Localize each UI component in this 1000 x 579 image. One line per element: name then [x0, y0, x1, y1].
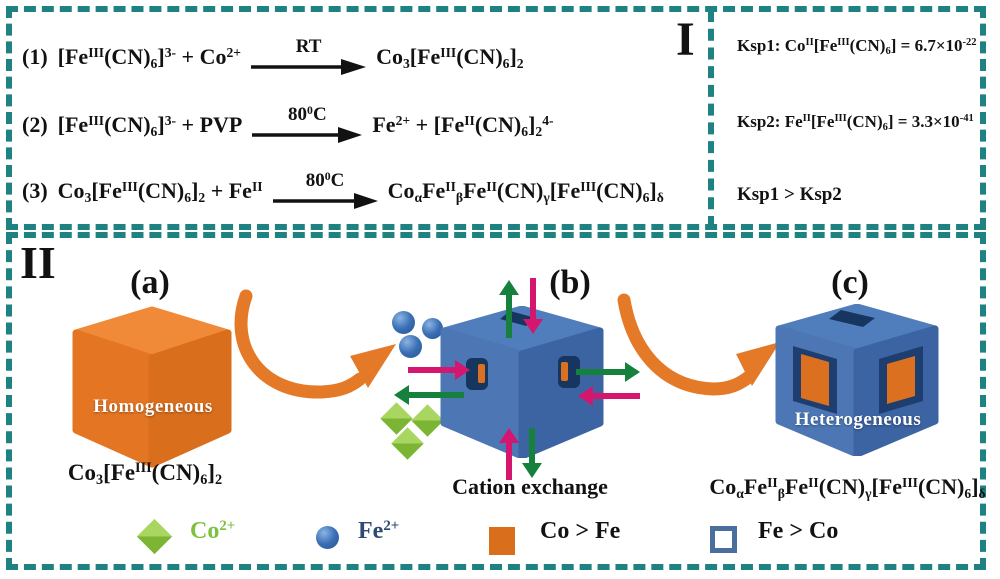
- cation-in-arrow-right: [578, 386, 640, 406]
- blue-sphere-icon: [422, 318, 443, 339]
- legend-fe-gt-co-label: Fe > Co: [758, 518, 839, 544]
- homogeneous-label: Homogeneous: [93, 396, 213, 417]
- equation-row-2: (2) [FeIII(CN)6]3- + PVP 800C Fe2+ + [Fe…: [22, 96, 554, 154]
- equation-number: (2): [22, 112, 48, 137]
- heterogeneous-cube: [775, 304, 939, 456]
- right-arrow-icon: [252, 126, 363, 143]
- reaction-condition: 800C: [305, 169, 345, 192]
- equation-row-1: (1) [FeIII(CN)6]3- + Co2+ RT Co3[FeIII(C…: [22, 28, 524, 86]
- left-window-core: [801, 354, 829, 406]
- hollow-square-icon: [710, 526, 737, 553]
- panel-c-tag: (c): [831, 264, 869, 301]
- blue-sphere-icon: [399, 335, 422, 358]
- equation-rhs: Co3[FeIII(CN)6]2: [376, 44, 524, 71]
- homogeneous-cube: [72, 306, 232, 468]
- equation-lhs: [FeIII(CN)6]3- + PVP: [57, 112, 243, 139]
- blue-sphere-icon: [316, 526, 339, 549]
- legend-co-label: Co2+: [190, 517, 236, 544]
- heterogeneous-label: Heterogeneous: [794, 409, 922, 430]
- equation-row-3: (3) Co3[FeIII(CN)6]2 + FeII 800C CoαFeII…: [22, 162, 664, 220]
- reaction-arrow: 800C: [272, 169, 378, 211]
- cation-out-arrow-bottom: [522, 428, 542, 478]
- panel-c-formula: CoαFeIIβFeII(CN)γ[FeIII(CN)6]δ: [709, 474, 986, 501]
- section-2-box: [6, 232, 986, 570]
- equation-lhs: [FeIII(CN)6]3- + Co2+: [57, 44, 242, 71]
- cation-out-arrow-left: [394, 385, 464, 405]
- top-hole: [829, 310, 875, 327]
- equation-number: (3): [22, 178, 48, 203]
- cation-out-arrow-right: [576, 362, 640, 382]
- section-2-label: II: [20, 237, 56, 288]
- reaction-arrow: RT: [251, 36, 367, 77]
- cation-in-arrow-bottom: [499, 428, 519, 480]
- section-1-label: I: [676, 13, 695, 66]
- cation-exchange-caption: Cation exchange: [452, 474, 608, 499]
- cation-in-arrow-top: [523, 278, 543, 334]
- reaction-arrow: 800C: [252, 103, 363, 145]
- cation-out-arrow-top: [499, 280, 519, 338]
- right-arrow-icon: [272, 192, 378, 209]
- orange-square-icon: [489, 527, 515, 555]
- ksp-compare-line: Ksp1 > Ksp2: [737, 184, 842, 205]
- equation-number: (1): [22, 44, 48, 69]
- reaction-condition: RT: [295, 36, 322, 58]
- ksp2-line: Ksp2: FeII[FeIII(CN)6] = 3.3×10-41: [737, 112, 974, 133]
- panel-a-formula: Co3[FeIII(CN)6]2: [67, 460, 223, 488]
- right-window-core: [887, 356, 915, 404]
- transform-arrow-2: [617, 293, 780, 396]
- panel-a-tag: (a): [130, 264, 170, 301]
- legend-fe-label: Fe2+: [358, 517, 400, 544]
- right-arrow-icon: [251, 58, 367, 75]
- section-1-box: [6, 6, 986, 230]
- cation-in-arrow-left: [408, 360, 470, 380]
- blue-sphere-icon: [392, 311, 415, 334]
- equation-rhs: CoαFeIIβFeII(CN)γ[FeIII(CN)6]δ: [387, 178, 664, 205]
- transform-arrow-1: [234, 289, 396, 399]
- section-1-divider: [708, 10, 714, 228]
- panel-b-tag: (b): [549, 264, 591, 301]
- reaction-condition: 800C: [288, 103, 327, 126]
- ksp1-line: Ksp1: CoII[FeIII(CN)6] = 6.7×10-22: [737, 36, 977, 57]
- legend-co-gt-fe-label: Co > Fe: [540, 518, 621, 544]
- equation-rhs: Fe2+ + [FeII(CN)6]24-: [372, 112, 554, 139]
- equation-lhs: Co3[FeIII(CN)6]2 + FeII: [57, 178, 263, 205]
